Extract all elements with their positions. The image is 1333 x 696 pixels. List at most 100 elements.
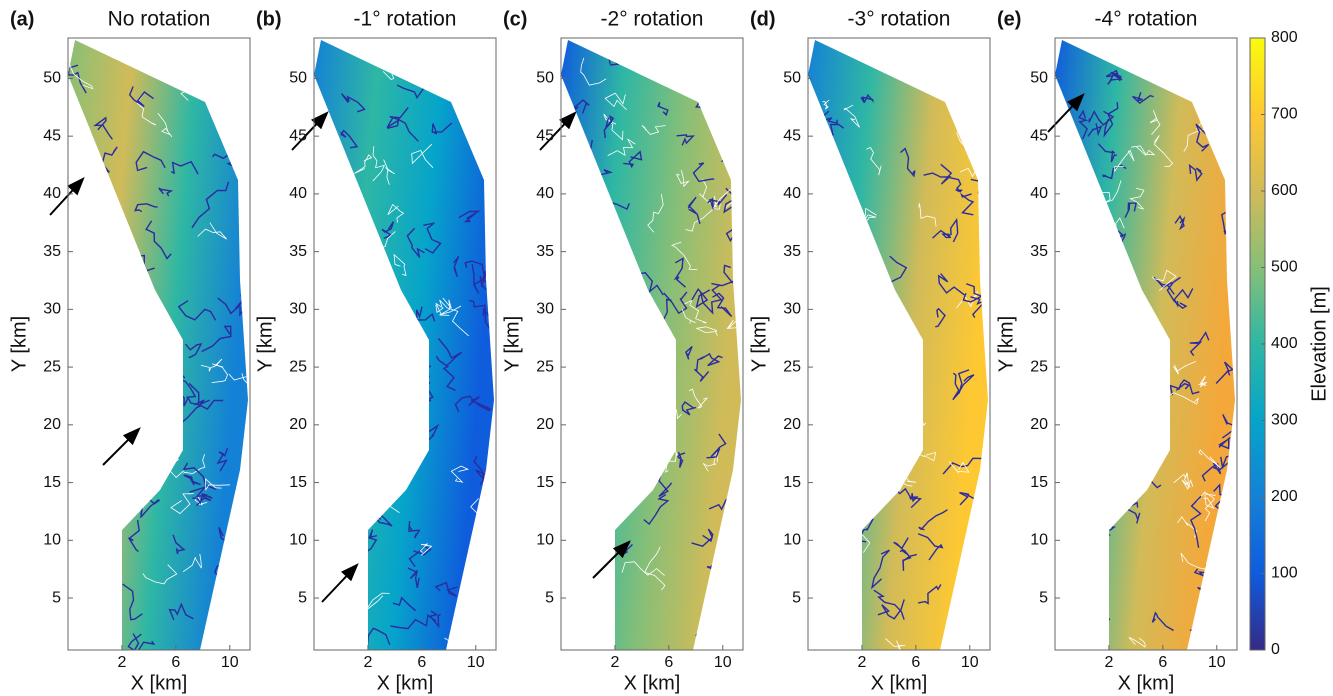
river [942,52,977,71]
river [918,203,937,227]
river [228,576,245,595]
river [867,474,883,503]
river [563,522,581,557]
river [399,380,413,418]
river [1106,486,1131,509]
river [1094,618,1111,642]
river [631,321,658,341]
y-tick-label: 10 [1030,532,1048,549]
river [450,465,470,483]
panel-title: -2° rotation [601,8,704,31]
panel-label: (a) [10,8,34,30]
river [197,222,227,240]
river [168,602,194,621]
river [1149,110,1161,135]
river [317,284,344,296]
river [212,40,229,46]
river [390,614,437,630]
river [603,115,615,139]
river [977,528,988,569]
river [647,193,664,233]
river [68,97,74,119]
river [611,452,632,477]
river [691,528,714,547]
y-tick-label: 20 [783,416,801,433]
y-tick-label: 10 [289,532,307,549]
river [1197,579,1230,596]
river [877,599,905,620]
river [434,581,458,597]
river [382,50,405,73]
river [68,339,70,353]
y-tick-label: 10 [43,532,61,549]
arrow-head [311,111,329,130]
y-axis-label: Y [km] [995,316,1017,372]
river [688,388,709,409]
y-tick-label: 45 [289,127,307,144]
river [211,363,228,383]
river [1132,92,1154,104]
river [1221,414,1235,439]
river [183,454,206,475]
river [314,264,334,293]
panel-title: No rotation [108,8,211,31]
river [816,603,838,626]
river [340,93,366,113]
river [866,146,882,176]
river [1097,143,1117,163]
x-axis-label: X [km] [624,672,681,694]
colorbar-tick-label: 700 [1271,106,1298,123]
river [687,196,701,225]
panel-label: (e) [997,8,1021,30]
river [1103,102,1119,138]
colorbar-tick-label: 400 [1271,335,1298,352]
river [101,547,115,564]
river [359,503,378,516]
river [808,509,821,534]
river [868,410,885,440]
colorbar-label: Elevation [m] [1308,286,1330,402]
river [127,633,156,650]
river [1177,516,1198,538]
river [82,508,110,527]
river [810,491,832,513]
river [875,462,896,473]
river [968,518,984,530]
river [868,414,892,431]
axes-box [313,37,497,651]
river [414,365,432,385]
river [1153,135,1174,168]
river [918,509,948,531]
x-tick-label: 10 [961,654,979,671]
y-tick-label: 20 [289,416,307,433]
river [580,446,604,475]
river [1080,314,1093,347]
river [473,124,482,135]
river [1190,495,1202,548]
river [987,130,988,154]
river [877,308,894,331]
river [135,370,154,379]
river [1128,637,1146,648]
x-tick-label: 6 [1158,654,1167,671]
river [603,113,624,141]
river [157,112,173,138]
river [182,553,202,573]
river [695,619,721,639]
river [437,338,463,367]
river [136,93,157,126]
y-tick-label: 35 [783,243,801,260]
river [392,596,417,612]
river [1100,470,1124,486]
y-axis-label: Y [km] [748,316,770,372]
river [1215,361,1234,384]
river [468,299,493,332]
x-tick-label: 6 [664,654,673,671]
river [892,324,905,340]
river [1108,426,1134,448]
river [68,101,76,122]
terrain [68,40,248,650]
river [684,299,707,324]
river [1201,462,1222,482]
